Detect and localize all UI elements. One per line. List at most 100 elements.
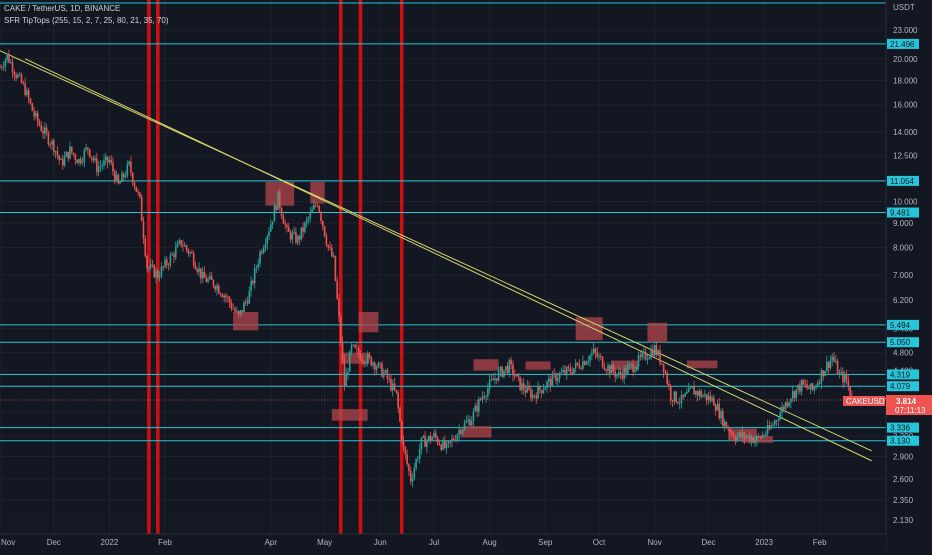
candle-body xyxy=(291,233,294,240)
candle-body xyxy=(461,429,464,435)
candle-body xyxy=(822,370,825,377)
x-tick-label: Apr xyxy=(265,538,278,547)
candle-body xyxy=(655,345,658,355)
candle-body xyxy=(31,103,34,111)
candle-body xyxy=(652,349,654,356)
candle-body xyxy=(802,379,805,385)
candle-body xyxy=(671,400,674,402)
trend-line xyxy=(24,58,872,462)
level-label: 9.481 xyxy=(890,209,911,218)
candle-body xyxy=(402,440,405,447)
candle-body xyxy=(596,352,599,357)
indicator-legend[interactable]: SFR TipTops (255, 15, 2, 7, 25, 80, 21, … xyxy=(4,16,169,25)
candle-body xyxy=(372,362,374,366)
candle-body xyxy=(718,404,721,419)
candle-body xyxy=(29,98,32,104)
candle-body xyxy=(714,405,717,411)
candle-body xyxy=(110,159,112,163)
candle-body xyxy=(54,151,57,153)
y-tick-label: 2.350 xyxy=(893,496,914,505)
candle-body xyxy=(40,125,43,131)
symbol-legend[interactable]: CAKE / TetherUS, 1D, BINANCE xyxy=(4,4,121,13)
candle-body xyxy=(47,132,50,145)
candle-body xyxy=(171,254,173,256)
candle-body xyxy=(574,362,577,369)
time-axis-panel[interactable] xyxy=(0,534,886,550)
candle-body xyxy=(239,310,242,315)
candle-body xyxy=(153,265,156,278)
candle-body xyxy=(824,370,826,377)
candle-body xyxy=(524,389,527,393)
candle-body xyxy=(149,264,152,268)
candle-body xyxy=(370,356,373,366)
candle-body xyxy=(565,366,568,375)
candle-body xyxy=(549,378,552,386)
candle-body xyxy=(490,379,493,381)
zone-box xyxy=(525,361,551,370)
candle-body xyxy=(83,149,86,162)
x-tick-label: Aug xyxy=(483,538,497,547)
candle-body xyxy=(664,371,667,374)
candle-body xyxy=(148,267,150,269)
candle-body xyxy=(338,298,340,317)
candle-body xyxy=(248,290,251,304)
candle-body xyxy=(553,373,555,375)
candle-body xyxy=(415,459,417,469)
candle-body xyxy=(167,264,170,266)
y-tick-label: 10.000 xyxy=(893,198,918,207)
candle-body xyxy=(67,151,69,159)
candle-body xyxy=(438,443,441,445)
candle-body xyxy=(591,353,593,356)
candle-body xyxy=(374,362,376,370)
candle-body xyxy=(634,370,636,373)
x-tick-label: Nov xyxy=(648,538,662,547)
candle-body xyxy=(404,446,407,455)
candle-body xyxy=(528,385,530,390)
candle-body xyxy=(530,389,532,399)
candle-body xyxy=(639,355,642,357)
candle-body xyxy=(808,387,810,390)
candle-body xyxy=(94,158,96,161)
candle-body xyxy=(723,421,726,427)
candle-body xyxy=(745,436,747,438)
candle-body xyxy=(284,223,286,225)
candles xyxy=(0,49,853,488)
candle-body xyxy=(739,432,742,437)
candle-body xyxy=(183,245,186,247)
candle-body xyxy=(332,255,335,257)
candle-body xyxy=(176,243,179,248)
candle-body xyxy=(678,402,681,404)
candle-body xyxy=(774,420,776,425)
y-tick-label: 6.200 xyxy=(893,296,914,305)
candle-body xyxy=(653,345,656,356)
candle-body xyxy=(173,254,175,258)
candle-body xyxy=(399,407,401,422)
candle-body xyxy=(391,383,394,391)
candle-body xyxy=(729,429,731,433)
candle-body xyxy=(322,220,324,227)
candle-body xyxy=(445,443,448,448)
zone-box xyxy=(686,360,718,369)
candle-body xyxy=(630,364,633,365)
candle-body xyxy=(347,371,349,374)
candle-body xyxy=(650,349,652,358)
candle-body xyxy=(117,174,120,184)
candle-body xyxy=(682,394,685,397)
candle-body xyxy=(24,83,26,96)
candle-body xyxy=(576,362,579,365)
candle-body xyxy=(452,438,455,441)
candle-body xyxy=(235,310,238,312)
ticker-badge xyxy=(843,396,885,406)
candle-body xyxy=(422,435,425,438)
price-axis-panel[interactable] xyxy=(886,0,932,550)
candle-body xyxy=(442,440,444,450)
x-tick-label: Sep xyxy=(538,538,553,547)
candle-body xyxy=(508,360,511,373)
zone-box xyxy=(473,359,499,371)
candle-body xyxy=(600,355,602,358)
candle-body xyxy=(531,394,534,399)
candle-body xyxy=(205,277,208,283)
candle-body xyxy=(734,437,737,441)
